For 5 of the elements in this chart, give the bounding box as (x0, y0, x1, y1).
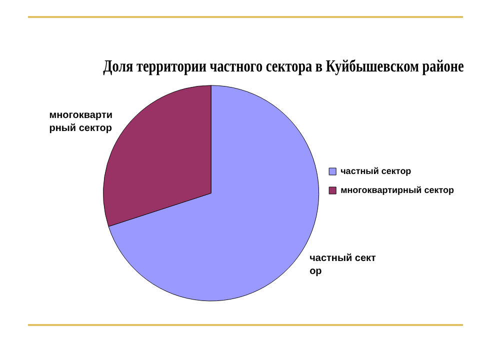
chart-title: Доля территории частного сектора в Куйбышевском районе (103, 57, 464, 76)
legend-label: многоквартирный сектор (340, 184, 454, 195)
legend-label: частный сектор (340, 166, 412, 176)
slice-label: частный сектор (310, 253, 376, 278)
slice-label: многоквартирный сектор (49, 110, 113, 134)
